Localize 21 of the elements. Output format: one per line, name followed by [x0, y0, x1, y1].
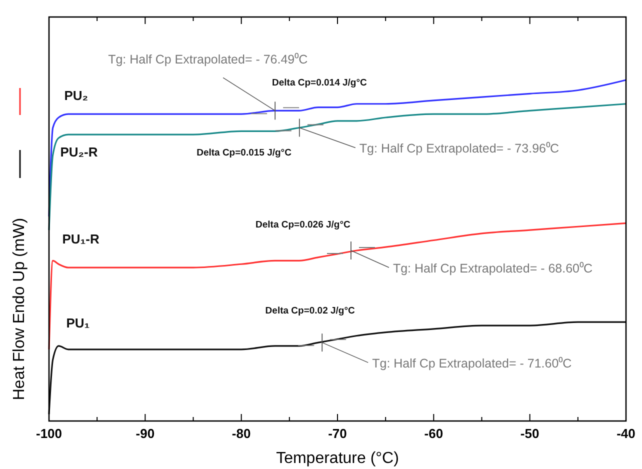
series-label: PU₂-R — [60, 144, 98, 160]
x-tick-label: -100 — [36, 426, 62, 441]
annotation: Delta Cp=0.02 J/g°C — [265, 306, 356, 317]
annotation: Delta Cp=0.026 J/g°C — [256, 220, 351, 230]
x-tick-label: -50 — [520, 426, 540, 441]
series-label: PU₂ — [64, 88, 88, 104]
x-tick-label: -90 — [136, 426, 155, 441]
annotation: Tg: Half Cp Extrapolated= - 71.60⁰C — [372, 356, 572, 371]
x-tick-label: -80 — [232, 426, 251, 441]
annotation: Tg: Half Cp Extrapolated= - 76.49⁰C — [108, 52, 308, 67]
annotation: Tg: Half Cp Extrapolated= - 68.60⁰C — [392, 262, 593, 276]
x-tick-label: -40 — [616, 426, 636, 441]
x-tick-label: -70 — [328, 426, 347, 441]
annotation: Delta Cp=0.015 J/g°C — [196, 148, 292, 159]
series-label: PU₁-R — [62, 232, 100, 247]
x-axis-title: Temperature (°C) — [276, 450, 399, 467]
annotation: Tg: Half Cp Extrapolated= - 73.96⁰C — [359, 142, 560, 156]
y-axis-title: Heat Flow Endo Up (mW) — [11, 218, 28, 400]
annotation: Delta Cp=0.014 J/g°C — [272, 77, 368, 88]
series-label: PU₁ — [66, 315, 90, 330]
x-tick-label: -60 — [424, 426, 444, 441]
